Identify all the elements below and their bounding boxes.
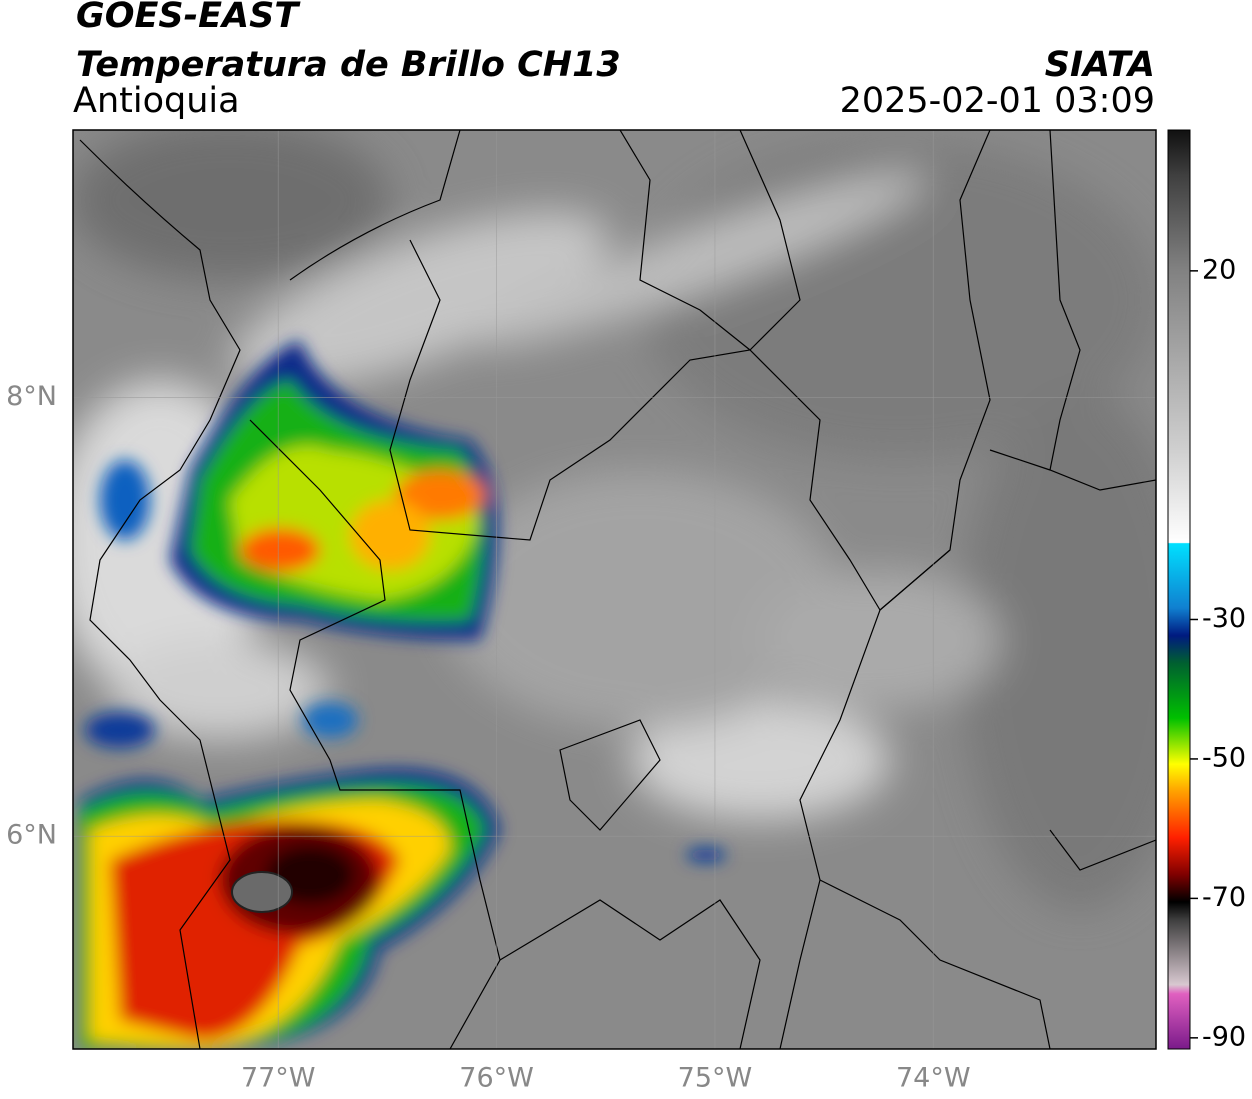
y-tick-label: 8°N <box>6 381 57 412</box>
region: Antioquia <box>73 81 240 121</box>
graticule: 77°W 76°W 75°W 74°W 6°N 8°N <box>6 130 1156 1094</box>
map-frame <box>72 129 1157 1050</box>
title: GOES-EAST <box>76 0 301 36</box>
x-tick-label: 76°W <box>459 1063 534 1094</box>
source: SIATA <box>1045 45 1155 85</box>
colorbar-ticks: 20 -30 -50 -70 -90 <box>1190 254 1246 1052</box>
colorbar-tick-label: -30 <box>1202 603 1246 634</box>
colorbar-tick-label: -90 <box>1202 1021 1246 1052</box>
colorbar-tick-label: -50 <box>1202 742 1246 773</box>
y-tick-label: 6°N <box>6 820 57 851</box>
subtitle: Temperatura de Brillo CH13 <box>76 45 621 85</box>
x-tick-label: 75°W <box>678 1063 753 1094</box>
x-tick-label: 74°W <box>896 1063 971 1094</box>
colorbar <box>1167 129 1191 1050</box>
timestamp: 2025-02-01 03:09 <box>840 81 1155 121</box>
colorbar-tick-label: 20 <box>1202 254 1236 285</box>
satellite-image <box>73 130 1156 1049</box>
x-tick-label: 77°W <box>241 1063 316 1094</box>
colorbar-tick-label: -70 <box>1202 882 1246 913</box>
